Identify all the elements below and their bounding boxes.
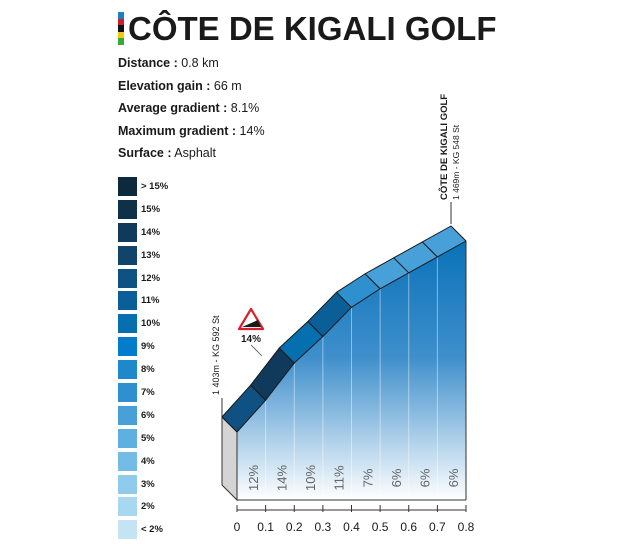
legend-swatch <box>118 428 137 448</box>
stat-row: Maximum gradient : 14% <box>118 120 265 143</box>
legend-swatch <box>118 199 137 219</box>
stat-label: Maximum gradient : <box>118 123 237 138</box>
stat-value: 8.1% <box>227 101 260 115</box>
segment-gradient-label: 12% <box>246 465 261 491</box>
legend-swatch <box>118 291 137 311</box>
legend-label: 5% <box>141 432 155 444</box>
segment-gradient-label: 10% <box>303 465 318 491</box>
legend-swatch <box>118 405 137 425</box>
legend-label: 4% <box>141 455 155 467</box>
max-gradient-icon-slope <box>242 320 261 327</box>
legend-swatch <box>118 497 137 517</box>
x-axis-tick-label: 0 <box>234 520 241 534</box>
x-axis-tick-label: 0.3 <box>315 520 332 534</box>
flag-stripe <box>118 25 124 32</box>
stat-label: Elevation gain : <box>118 78 211 93</box>
x-axis-tick-label: 0.5 <box>372 520 389 534</box>
legend-item: 2% <box>118 495 168 518</box>
legend-item: 12% <box>118 267 168 290</box>
stat-label: Surface : <box>118 146 172 160</box>
stat-label: Distance : <box>118 56 178 70</box>
legend-item: 6% <box>118 404 168 427</box>
legend-label: 11% <box>141 295 160 307</box>
stat-row: Elevation gain : 66 m <box>118 75 265 98</box>
segment-gradient-label: 6% <box>389 468 404 487</box>
legend-item: 11% <box>118 289 168 312</box>
finish-name-label: CÔTE DE KIGALI GOLF <box>438 94 450 200</box>
legend-swatch <box>118 268 137 288</box>
gradient-legend: > 15% 15% 14% 13% 12% 11% 10% 9% 8% 7% 6% 5% 4% 3% 2% <… <box>118 175 168 541</box>
stat-row: Average gradient : 8.1% <box>118 97 265 120</box>
legend-label: 8% <box>141 364 155 376</box>
legend-item: 4% <box>118 450 168 473</box>
gradient-segment-band <box>421 225 467 258</box>
segment-gradient-label: 6% <box>418 468 433 487</box>
x-axis-tick-label: 0.4 <box>343 520 360 534</box>
segment-gradient-label: 11% <box>332 465 347 490</box>
legend-item: 9% <box>118 335 168 358</box>
legend-label: 9% <box>141 341 155 353</box>
legend-item: 14% <box>118 221 168 244</box>
stat-value: 14% <box>236 123 265 138</box>
flag-stripe <box>118 12 124 19</box>
max-gradient-label: 14% <box>241 334 261 345</box>
legend-label: 10% <box>141 318 161 330</box>
legend-item: 3% <box>118 473 168 496</box>
x-axis-tick-label: 0.7 <box>429 520 446 534</box>
legend-swatch <box>118 451 137 471</box>
segment-gradient-label: 6% <box>446 468 461 487</box>
legend-label: 2% <box>141 501 155 513</box>
legend-label: > 15% <box>141 180 169 192</box>
rainbow-stripe-logo <box>118 12 124 45</box>
stat-value: 66 m <box>210 78 242 93</box>
stat-row: Surface : Asphalt <box>118 142 265 165</box>
segment-gradient-label: 7% <box>360 468 375 487</box>
start-elevation-label: 1 403m - KG 592 St <box>211 315 221 395</box>
legend-item: 8% <box>118 358 168 381</box>
legend-item: < 2% <box>118 518 168 541</box>
stat-label: Average gradient : <box>118 101 228 115</box>
max-gradient-pointer <box>250 344 263 357</box>
legend-label: 7% <box>141 386 155 398</box>
flag-stripe <box>118 38 124 45</box>
x-axis-tick-label: 0.8 <box>458 520 475 534</box>
legend-item: 10% <box>118 312 168 335</box>
legend-swatch <box>118 337 137 357</box>
legend-item: 15% <box>118 198 168 221</box>
legend-item: 13% <box>118 244 168 267</box>
legend-swatch <box>118 520 137 540</box>
legend-label: 3% <box>141 478 155 490</box>
legend-item: 5% <box>118 427 168 450</box>
finish-elevation-label: 1 469m - KG 548 St <box>451 124 461 200</box>
flag-stripe <box>118 18 124 26</box>
legend-swatch <box>118 382 137 402</box>
legend-swatch <box>118 222 137 242</box>
legend-label: 6% <box>141 409 155 421</box>
legend-swatch <box>118 314 137 334</box>
legend-label: 14% <box>141 226 161 238</box>
climb-stats: Distance : 0.8 km Elevation gain : 66 m Av… <box>118 52 265 165</box>
page-title: CÔTE DE KIGALI GOLF <box>128 10 497 47</box>
stat-row: Distance : 0.8 km <box>118 52 265 75</box>
legend-label: 13% <box>141 249 161 261</box>
legend-item: 7% <box>118 381 168 404</box>
legend-label: < 2% <box>141 524 163 536</box>
segment-gradient-label: 14% <box>274 465 289 491</box>
x-axis-tick-label: 0.2 <box>286 520 303 534</box>
flag-stripe <box>118 31 124 39</box>
legend-swatch <box>118 245 137 265</box>
x-axis-tick-label: 0.6 <box>400 520 417 534</box>
profile-fill <box>237 241 466 500</box>
stat-value: 0.8 km <box>177 56 219 70</box>
x-axis-tick-label: 0.1 <box>257 520 274 534</box>
legend-swatch <box>118 176 137 196</box>
legend-label: 15% <box>141 203 161 215</box>
legend-label: 12% <box>141 272 161 284</box>
legend-swatch <box>118 474 137 494</box>
stat-value: Asphalt <box>171 146 216 160</box>
legend-item: > 15% <box>118 175 168 198</box>
legend-swatch <box>118 360 137 380</box>
